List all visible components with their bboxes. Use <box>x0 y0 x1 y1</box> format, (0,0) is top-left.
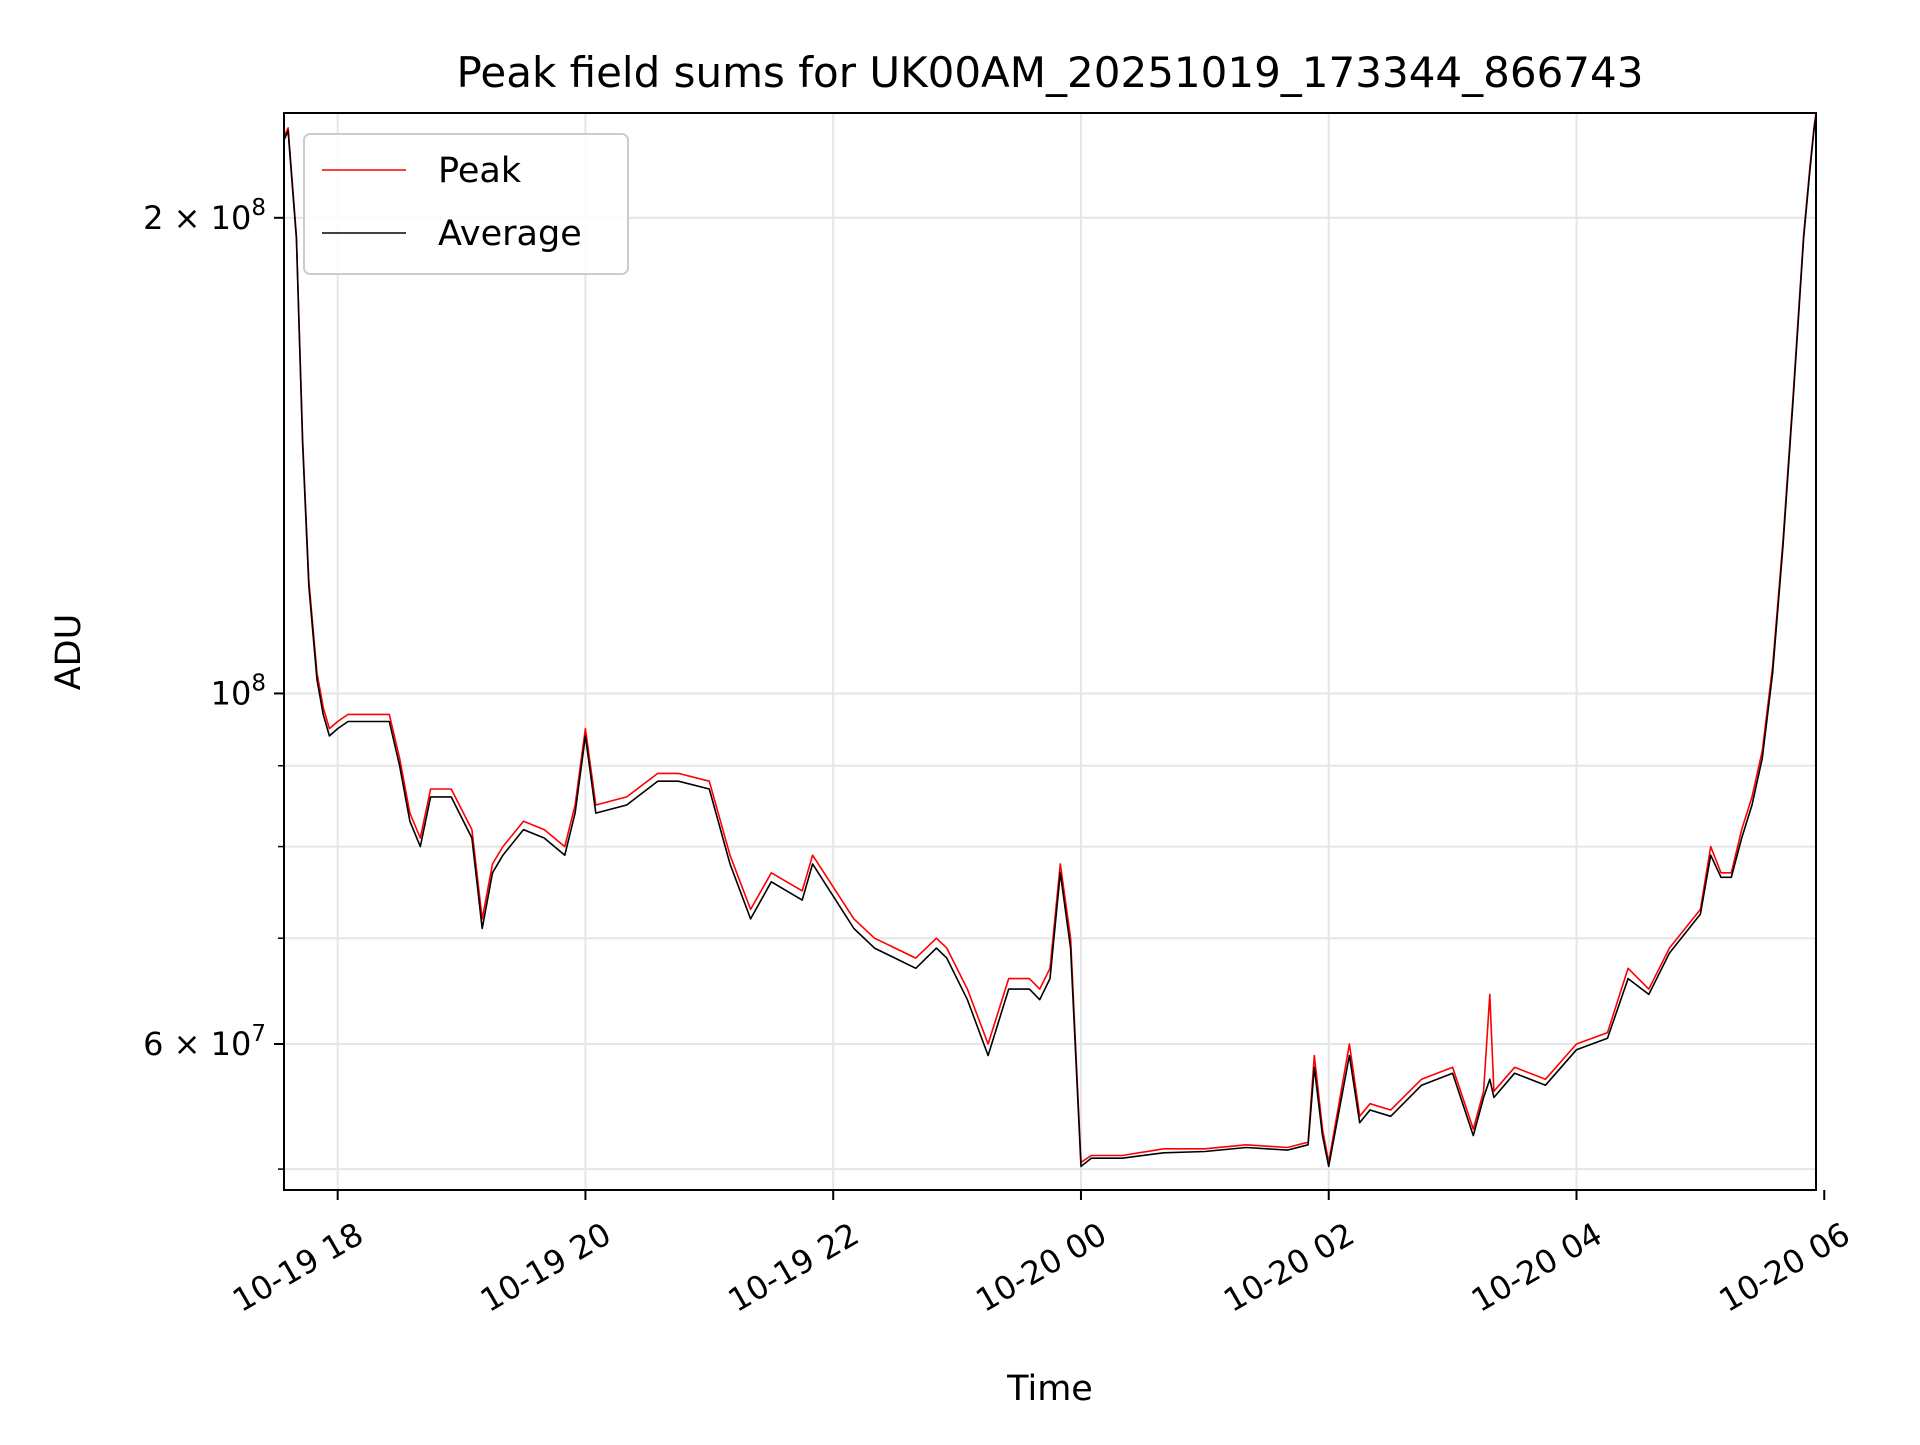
x-axis-label: Time <box>1006 1369 1093 1409</box>
legend-label-peak: Peak <box>438 151 522 191</box>
y-tick-label: 2 × 108 <box>143 195 266 237</box>
series-line-average <box>284 115 1816 1168</box>
y-tick-label: 108 <box>211 670 266 712</box>
y-tick-label: 6 × 107 <box>143 1021 266 1063</box>
grid-lines <box>284 113 1816 1190</box>
series-lines <box>284 113 1816 1168</box>
plot-frame <box>283 112 1817 1191</box>
legend-box <box>303 133 629 275</box>
y-axis-label: ADU <box>49 614 89 691</box>
chart-title: Peak field sums for UK00AM_20251019_1733… <box>457 48 1644 97</box>
series-line-peak <box>284 113 1816 1164</box>
legend-label-average: Average <box>438 214 582 254</box>
legend: Peak Average <box>303 133 629 275</box>
